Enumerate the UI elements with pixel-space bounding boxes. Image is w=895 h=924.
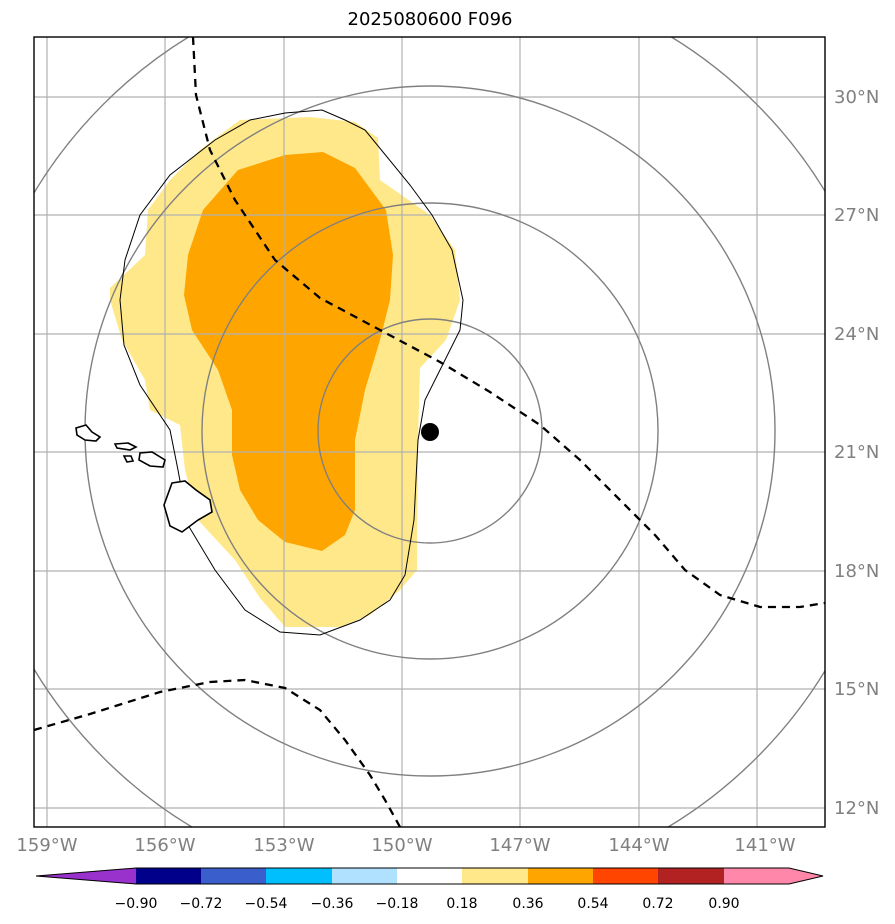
lon-label-156w: 156°W — [134, 835, 195, 856]
lon-label-141w: 141°W — [734, 835, 795, 856]
dashed-boundary-north — [191, 37, 825, 609]
longitude-labels: 159°W 156°W 153°W 150°W 147°W 144°W 141°… — [16, 835, 795, 856]
colorbar-extend-high — [724, 868, 823, 884]
colorbar-segment-9 — [658, 868, 724, 884]
storm-center-marker — [421, 423, 439, 441]
colorbar-tick-label: 0.90 — [708, 896, 739, 912]
lat-label-30n: 30°N — [834, 87, 879, 108]
lon-label-159w: 159°W — [16, 835, 77, 856]
kauai-island — [75, 424, 102, 442]
lat-label-24n: 24°N — [834, 324, 879, 345]
lon-label-147w: 147°W — [489, 835, 550, 856]
dashed-boundary-south — [34, 678, 402, 827]
map-frame — [33, 36, 826, 828]
contour-line — [119, 109, 464, 636]
colorbar-tick-label: 0.18 — [446, 896, 477, 912]
big-island — [163, 480, 213, 533]
latitude-labels: 30°N 27°N 24°N 21°N 18°N 15°N 12°N — [834, 87, 879, 819]
colorbar-extend-low — [36, 868, 136, 884]
lat-label-12n: 12°N — [834, 798, 879, 819]
lon-label-150w: 150°W — [371, 835, 432, 856]
colorbar-tick-label: −0.72 — [180, 896, 223, 912]
colorbar-tick-label: 0.54 — [577, 896, 608, 912]
colorbar-tick-label: 0.36 — [512, 896, 543, 912]
lat-label-27n: 27°N — [834, 205, 879, 226]
maui-island — [138, 451, 166, 468]
colorbar-tick-label: 0.72 — [642, 896, 673, 912]
colorbar-segment-4 — [332, 868, 397, 884]
colorbar-segment-6 — [462, 868, 528, 884]
lon-label-153w: 153°W — [253, 835, 314, 856]
colorbar-outline — [35, 867, 824, 885]
field-level-036 — [184, 152, 393, 551]
colorbar-segment-3 — [266, 868, 332, 884]
colorbar-tick-label: −0.90 — [115, 896, 158, 912]
map-title: 2025080600 F096 — [347, 9, 513, 30]
lat-label-18n: 18°N — [834, 561, 879, 582]
colorbar — [35, 867, 824, 885]
lat-label-15n: 15°N — [834, 679, 879, 700]
lon-label-144w: 144°W — [608, 835, 669, 856]
colorbar-tick-label: −0.18 — [376, 896, 419, 912]
gridlines — [34, 37, 825, 827]
colorbar-segment-8 — [593, 868, 658, 884]
lat-label-21n: 21°N — [834, 442, 879, 463]
colorbar-segment-2 — [201, 868, 266, 884]
oahu-island — [113, 442, 138, 451]
colorbar-segment-1 — [136, 868, 201, 884]
colorbar-segment-5 — [397, 868, 462, 884]
molokai-island — [122, 455, 135, 463]
hawaii-coastline — [75, 424, 213, 533]
map-area — [34, 37, 825, 827]
colorbar-tick-label: −0.36 — [311, 896, 354, 912]
colorbar-tick-label: −0.54 — [245, 896, 288, 912]
colorbar-ticks: −0.90 −0.72 −0.54 −0.36 −0.18 0.18 0.36 … — [115, 896, 740, 912]
colorbar-segment-7 — [528, 868, 593, 884]
